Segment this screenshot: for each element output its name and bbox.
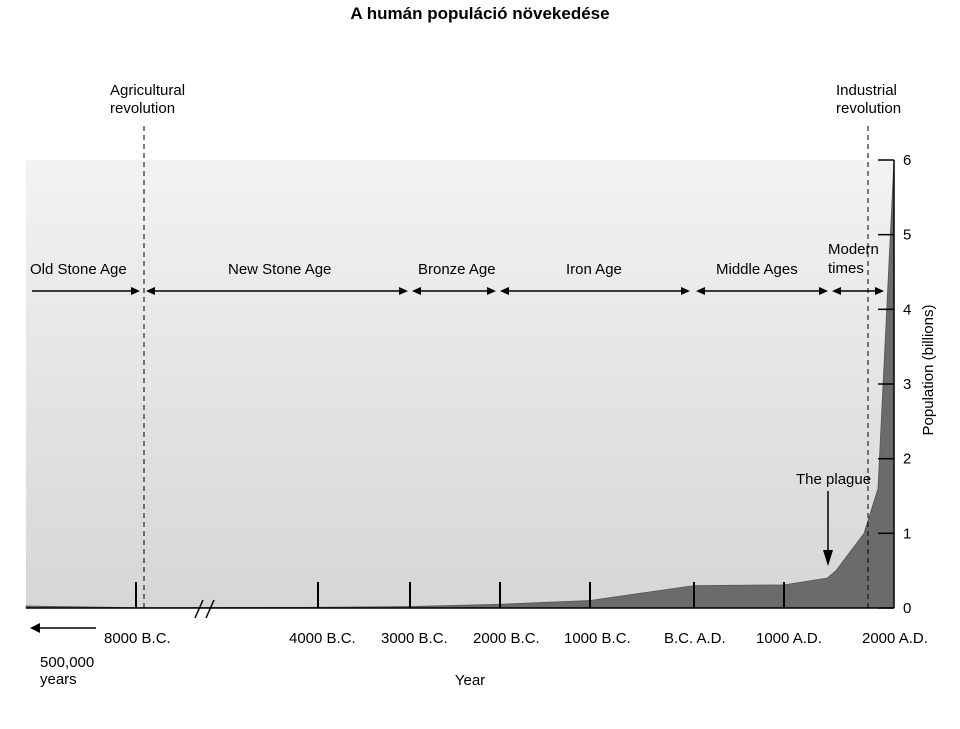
era-arrow-left-4: [696, 287, 705, 295]
era-label-4-0: Middle Ages: [716, 261, 798, 278]
x-tick-label-5: B.C. A.D.: [664, 630, 726, 647]
era-label-3-0: Iron Age: [566, 261, 622, 278]
x-axis-note-1: years: [40, 671, 77, 688]
era-arrow-right-2: [487, 287, 496, 295]
era-label-0-0: Old Stone Age: [30, 261, 127, 278]
x-tick-label-1: 4000 B.C.: [289, 630, 356, 647]
x-tick-label-0: 8000 B.C.: [104, 630, 171, 647]
y-tick-label-1: 1: [903, 525, 911, 542]
plot-background: [26, 160, 894, 608]
y-tick-label-5: 5: [903, 227, 911, 244]
marker-label-0-1: revolution: [110, 100, 175, 117]
era-arrow-right-1: [399, 287, 408, 295]
axis-break-1: [194, 599, 204, 619]
era-label-2-0: Bronze Age: [418, 261, 496, 278]
era-arrow-left-2: [412, 287, 421, 295]
era-label-5-0: Modern: [828, 241, 879, 258]
marker-label-0-0: Agricultural: [110, 82, 185, 99]
x-tick-label-3: 2000 B.C.: [473, 630, 540, 647]
era-arrow-left-1: [146, 287, 155, 295]
x-axis-note-0: 500,000: [40, 654, 94, 671]
y-tick-label-0: 0: [903, 600, 911, 617]
era-label-1-0: New Stone Age: [228, 261, 331, 278]
era-arrow-left-5: [832, 287, 841, 295]
y-tick-label-2: 2: [903, 451, 911, 468]
x-tick-label-6: 1000 A.D.: [756, 630, 822, 647]
past-arrow-head: [30, 623, 40, 633]
y-tick-label-3: 3: [903, 376, 911, 393]
y-tick-label-6: 6: [903, 152, 911, 169]
x-tick-label-2: 3000 B.C.: [381, 630, 448, 647]
era-arrow-right-0: [131, 287, 140, 295]
era-arrow-right-4: [819, 287, 828, 295]
plague-arrow-head: [823, 550, 833, 566]
era-arrow-right-5: [875, 287, 884, 295]
plague-label: The plague: [796, 471, 871, 488]
marker-label-1-1: revolution: [836, 100, 901, 117]
y-axis-label: Population (billions): [920, 305, 937, 436]
axis-break-2: [205, 599, 215, 619]
marker-label-1-0: Industrial: [836, 82, 897, 99]
y-tick-label-4: 4: [903, 301, 911, 318]
x-tick-label-7: 2000 A.D.: [862, 630, 928, 647]
era-arrow-right-3: [681, 287, 690, 295]
x-tick-label-4: 1000 B.C.: [564, 630, 631, 647]
era-arrow-left-3: [500, 287, 509, 295]
era-label-5-1: times: [828, 260, 864, 277]
page-title: A humán populáció növekedése: [350, 4, 610, 23]
x-axis-label: Year: [455, 672, 485, 689]
